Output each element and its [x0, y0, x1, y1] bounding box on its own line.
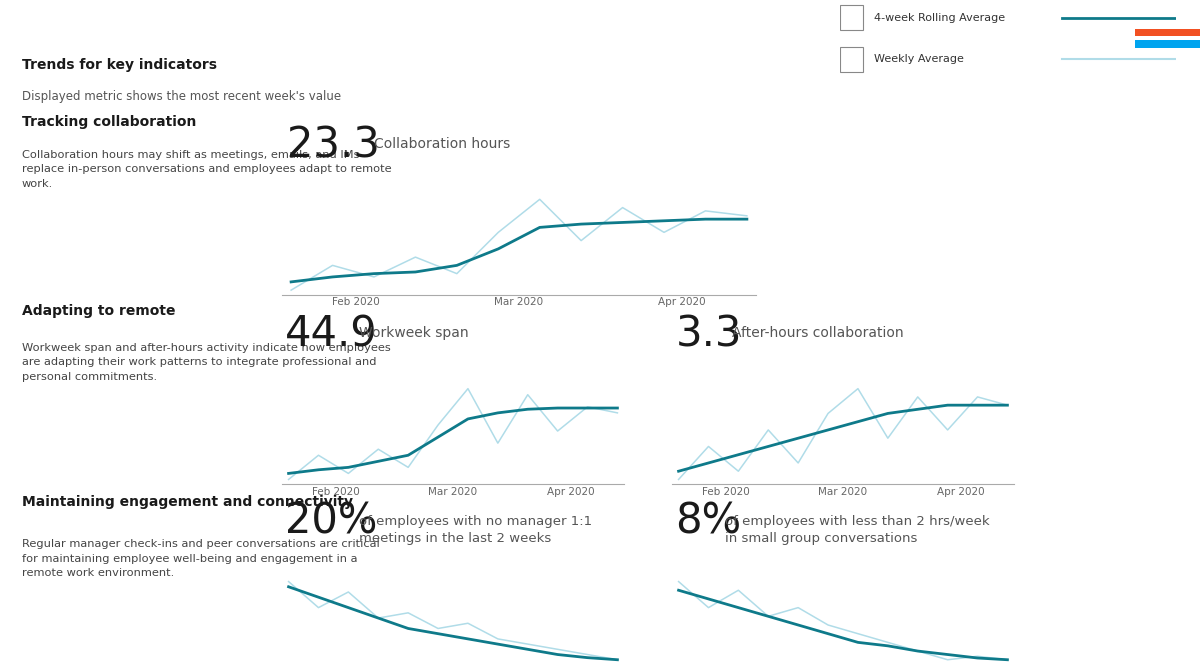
Text: 20%: 20%: [286, 500, 378, 542]
Text: Adapting to remote: Adapting to remote: [22, 304, 175, 318]
Text: How are work patterns evolving?: How are work patterns evolving?: [64, 17, 452, 41]
Bar: [840, 5, 863, 30]
Bar: [1135, 29, 1200, 36]
Text: Regular manager check-ins and peer conversations are critical
for maintaining em: Regular manager check-ins and peer conve…: [22, 540, 379, 578]
Text: Tracking collaboration: Tracking collaboration: [22, 115, 196, 129]
Text: Maintaining engagement and connectivity: Maintaining engagement and connectivity: [22, 495, 353, 509]
Text: 23.3: 23.3: [287, 124, 379, 166]
Text: 3.3: 3.3: [676, 314, 742, 355]
Text: Workweek span: Workweek span: [359, 326, 468, 340]
Text: 8%: 8%: [676, 500, 742, 542]
Bar: [1135, 40, 1200, 48]
Text: Collaboration hours: Collaboration hours: [374, 137, 511, 151]
Text: Weekly Average: Weekly Average: [874, 54, 964, 64]
Bar: [840, 46, 863, 72]
Text: After-hours collaboration: After-hours collaboration: [732, 326, 904, 340]
Text: Trends for key indicators: Trends for key indicators: [22, 58, 216, 72]
Text: 4-week Rolling Average: 4-week Rolling Average: [874, 13, 1004, 23]
Text: Collaboration hours may shift as meetings, emails, and IMs
replace in-person con: Collaboration hours may shift as meeting…: [22, 150, 391, 189]
Text: of employees with less than 2 hrs/week
in small group conversations: of employees with less than 2 hrs/week i…: [725, 514, 990, 544]
Text: Microsoft: Microsoft: [1166, 23, 1200, 36]
Text: Workweek span and after-hours activity indicate how employees
are adapting their: Workweek span and after-hours activity i…: [22, 343, 390, 382]
Text: Displayed metric shows the most recent week's value: Displayed metric shows the most recent w…: [22, 90, 341, 103]
Text: 44.9: 44.9: [286, 314, 378, 355]
Text: of employees with no manager 1:1
meetings in the last 2 weeks: of employees with no manager 1:1 meeting…: [359, 514, 592, 544]
